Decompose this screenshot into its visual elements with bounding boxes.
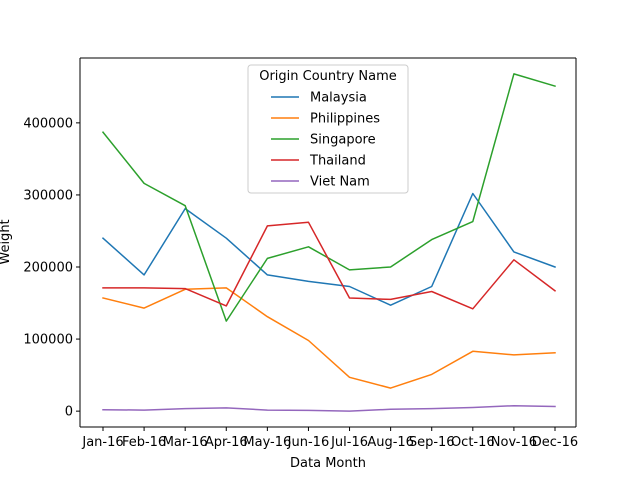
series-line-malaysia xyxy=(101,192,556,306)
x-tick-label: Feb-16 xyxy=(122,435,166,450)
y-tick-label: 300000 xyxy=(23,188,73,203)
y-tick-label: 100000 xyxy=(23,333,73,348)
y-axis-label: Weight xyxy=(0,219,13,264)
legend-label-malaysia: Malaysia xyxy=(310,91,367,106)
y-tick-label: 400000 xyxy=(23,116,73,131)
y-tick-label: 200000 xyxy=(23,261,73,276)
y-ticks: 0 100000 200000 300000 400000 xyxy=(23,116,80,420)
legend-label-singapore: Singapore xyxy=(310,133,376,148)
x-tick-label: Jun-16 xyxy=(287,435,330,450)
y-tick-label: 0 xyxy=(65,405,73,420)
legend-label-philippines: Philippines xyxy=(310,112,380,127)
legend: Origin Country Name Malaysia Philippines S… xyxy=(247,64,409,194)
x-axis-label: Data Month xyxy=(290,456,366,471)
x-tick-label: Nov-16 xyxy=(491,435,537,450)
series-line-singapore xyxy=(101,73,556,322)
x-tick-label: Aug-16 xyxy=(367,435,414,450)
x-tick-label: Sep-16 xyxy=(409,435,455,450)
x-tick-label: Apr-16 xyxy=(205,435,248,450)
series-line-philippines xyxy=(102,287,556,389)
series-layer xyxy=(101,73,557,412)
x-tick-label: Oct-16 xyxy=(451,435,495,450)
x-tick-label: Jan-16 xyxy=(81,435,123,450)
x-tick-label: Dec-16 xyxy=(532,435,578,450)
legend-label-viet-nam: Viet Nam xyxy=(310,175,370,190)
legend-items: Malaysia Philippines Singapore Thailand Viet… xyxy=(271,91,380,190)
legend-label-thailand: Thailand xyxy=(309,154,366,169)
series-line-thailand xyxy=(102,221,557,310)
legend-title: Origin Country Name xyxy=(259,69,397,84)
series-line-viet-nam xyxy=(102,404,556,412)
axes-layer xyxy=(79,57,577,428)
x-tick-label: May-16 xyxy=(243,435,291,450)
x-tick-label: Mar-16 xyxy=(163,435,208,450)
x-tick-label: Jul-16 xyxy=(330,435,368,450)
